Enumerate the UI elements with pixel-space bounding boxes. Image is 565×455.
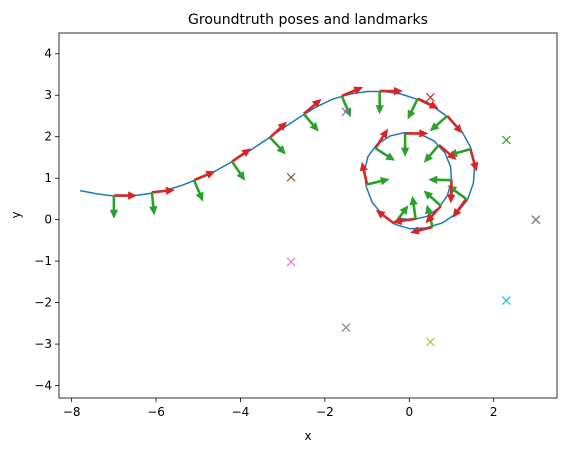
- y-tick-label: 0: [44, 213, 52, 227]
- pose-heading-arrow: [469, 148, 479, 172]
- pose-heading-arrow: [392, 216, 416, 225]
- pose-heading-arrow: [302, 98, 322, 115]
- x-tick-label: −8: [63, 405, 81, 419]
- plot-frame: [58, 32, 558, 399]
- pose-heading-arrow: [446, 180, 456, 204]
- pose-orientation-arrow: [409, 195, 418, 219]
- x-axis-label: x: [304, 429, 311, 443]
- pose-orientation-arrow: [428, 175, 452, 184]
- x-tick-label: −6: [147, 405, 165, 419]
- pose-orientation-arrow: [231, 160, 246, 181]
- pose-heading-arrow: [425, 205, 442, 224]
- y-tick-label: −2: [34, 296, 52, 310]
- x-tick-label: 0: [405, 405, 413, 419]
- y-tick-label: −3: [34, 337, 52, 351]
- x-tick-label: −2: [316, 405, 334, 419]
- pose-orientation-arrow: [423, 144, 440, 163]
- pose-orientation-arrow: [374, 147, 396, 161]
- pose-heading-arrow: [438, 144, 457, 160]
- landmark-marker: [286, 257, 296, 267]
- pose-heading-arrow: [375, 209, 396, 225]
- pose-heading-arrow: [374, 128, 389, 149]
- y-tick-label: 3: [44, 88, 52, 102]
- landmark-marker: [531, 215, 541, 225]
- axis-ticks: −8 −6 −4 −2 0 2 −4 −3 −2 −1 0 1 2 3 4: [34, 47, 497, 419]
- pose-orientation-arrow: [423, 190, 442, 207]
- landmark-marker: [341, 323, 351, 332]
- x-tick-label: −4: [232, 405, 250, 419]
- y-tick-label: 4: [44, 47, 52, 61]
- pose-orientation-arrow: [366, 177, 390, 186]
- pose-heading-arrow: [269, 121, 287, 139]
- plot-area: [79, 86, 541, 347]
- y-tick-label: −1: [34, 254, 52, 268]
- x-tick-label: 2: [490, 405, 498, 419]
- pose-heading-arrow: [446, 115, 463, 134]
- y-tick-label: 1: [44, 171, 52, 185]
- y-axis-label: y: [9, 211, 23, 218]
- pose-orientation-arrow: [302, 113, 319, 132]
- pose-heading-arrow: [379, 86, 403, 96]
- pose-orientation-arrow: [375, 91, 384, 115]
- pose-orientation-arrow: [407, 98, 419, 120]
- pose-orientation-arrow: [269, 136, 286, 155]
- landmark-marker: [286, 172, 296, 182]
- pose-orientation-arrow: [192, 179, 204, 202]
- trajectory-line: [79, 90, 476, 230]
- pose-heading-arrow: [410, 225, 433, 235]
- landmark-marker: [425, 92, 435, 102]
- y-tick-label: 2: [44, 130, 52, 144]
- pose-heading-arrow: [359, 161, 369, 185]
- pose-heading-arrow: [405, 129, 429, 138]
- landmark-marker: [425, 337, 435, 347]
- landmark-marker: [501, 135, 511, 145]
- y-tick-label: −4: [34, 379, 52, 393]
- pose-heading-arrow: [452, 198, 468, 218]
- pose-orientation-arrow: [109, 195, 119, 219]
- pose-orientation-arrow: [149, 192, 158, 216]
- landmark-marker: [501, 296, 511, 305]
- chart-title: Groundtruth poses and landmarks: [188, 12, 428, 28]
- pose-heading-arrow: [151, 186, 175, 195]
- pose-heading-arrow: [113, 191, 138, 200]
- pose-orientation-arrow: [340, 95, 352, 118]
- pose-orientation-arrow: [400, 133, 410, 157]
- pose-orientation-arrow: [429, 115, 449, 132]
- pose-heading-arrow: [231, 148, 252, 163]
- landmark-marker: [341, 107, 351, 117]
- pose-heading-arrow: [417, 97, 439, 109]
- pose-heading-arrow: [341, 86, 364, 98]
- pose-heading-arrow: [193, 170, 216, 182]
